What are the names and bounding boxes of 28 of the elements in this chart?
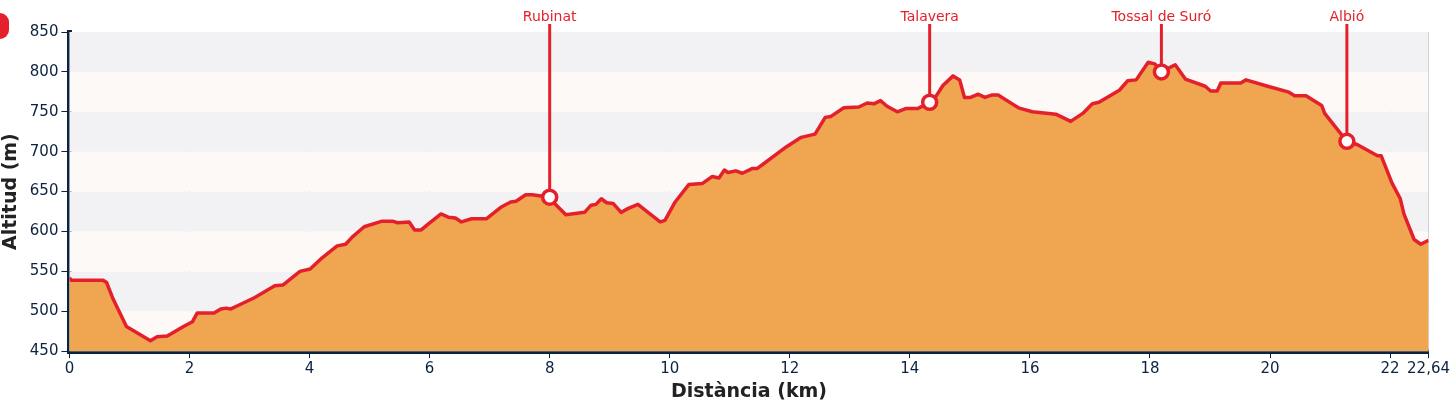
- annotation: Albió: [1329, 8, 1365, 24]
- y-tick-label: 550: [29, 261, 59, 280]
- y-axis-title: Altitud (m): [0, 133, 21, 251]
- x-axis-title: Distància (km): [670, 378, 827, 401]
- y-tick-label: 650: [29, 181, 59, 200]
- y-tick-label: 850: [29, 21, 59, 40]
- y-tick-label: 600: [29, 221, 59, 240]
- annotation: Tossal de Suró: [1110, 8, 1212, 24]
- x-tick-label: 20: [1260, 359, 1280, 378]
- x-tick-label: 10: [660, 359, 680, 378]
- annotation: Talavera: [899, 8, 959, 24]
- x-tick-label: 12: [780, 359, 800, 378]
- x-tick-label: 4: [304, 359, 315, 378]
- x-tick-label: 6: [424, 359, 435, 378]
- y-tick-label: 450: [29, 341, 59, 360]
- y-tick-label: 700: [29, 141, 59, 160]
- x-tick-label: 18: [1140, 359, 1160, 378]
- y-tick-label: 500: [29, 301, 59, 320]
- x-tick-label: 8: [544, 359, 555, 378]
- y-tick-label: 750: [29, 101, 59, 120]
- annotation: Rubinat: [522, 8, 578, 24]
- x-tick-label: 22: [1380, 359, 1400, 378]
- x-tick-label: 2: [184, 359, 195, 378]
- x-tick-label: 0: [64, 359, 75, 378]
- y-tick-label: 800: [29, 61, 59, 80]
- x-tick-label: 22,64: [1407, 359, 1451, 378]
- x-tick-label: 14: [900, 359, 920, 378]
- x-tick-label: 16: [1020, 359, 1040, 378]
